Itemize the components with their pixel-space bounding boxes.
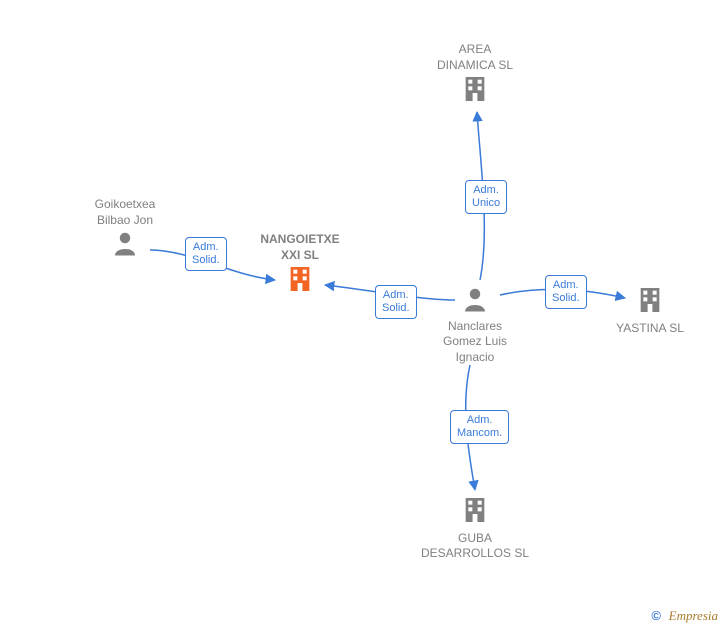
- edge-label-e_goiko_nango: Adm.Solid.: [185, 237, 227, 271]
- branding: © Empresia: [651, 608, 718, 624]
- node-nangoietxe[interactable]: NANGOIETXE XXI SL: [245, 232, 355, 300]
- node-label: Goikoetxea Bilbao Jon: [70, 197, 180, 228]
- node-label: YASTINA SL: [595, 321, 705, 337]
- node-label: AREA DINAMICA SL: [420, 42, 530, 73]
- edge-label-e_nanc_nango: Adm.Solid.: [375, 285, 417, 319]
- building-icon: [245, 263, 355, 300]
- node-yastina[interactable]: YASTINA SL: [595, 284, 705, 336]
- edge-label-e_nanc_yastina: Adm.Solid.: [545, 275, 587, 309]
- building-icon: [595, 284, 705, 321]
- branding-name: Empresia: [669, 608, 718, 623]
- node-goikoetxea[interactable]: Goikoetxea Bilbao Jon: [70, 197, 180, 263]
- node-label: Nanclares Gomez Luis Ignacio: [420, 319, 530, 366]
- node-label: GUBA DESARROLLOS SL: [420, 531, 530, 562]
- node-label: NANGOIETXE XXI SL: [245, 232, 355, 263]
- node-guba[interactable]: GUBA DESARROLLOS SL: [420, 494, 530, 562]
- edge-label-e_nanc_area: Adm.Unico: [465, 180, 507, 214]
- person-icon: [420, 284, 530, 319]
- copyright-symbol: ©: [651, 608, 661, 623]
- building-icon: [420, 73, 530, 110]
- building-icon: [420, 494, 530, 531]
- node-area_dinamica[interactable]: AREA DINAMICA SL: [420, 42, 530, 110]
- node-nanclares[interactable]: Nanclares Gomez Luis Ignacio: [420, 284, 530, 365]
- person-icon: [70, 228, 180, 263]
- edge-label-e_nanc_guba: Adm.Mancom.: [450, 410, 509, 444]
